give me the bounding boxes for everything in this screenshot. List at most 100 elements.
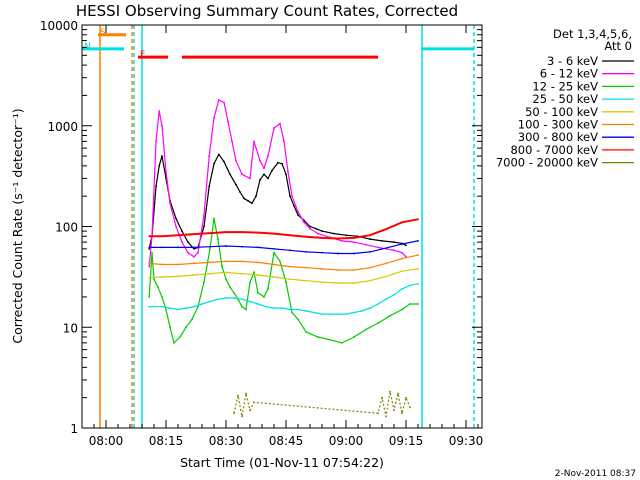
series-point — [385, 262, 387, 265]
series-point — [291, 195, 293, 198]
series-point — [257, 246, 259, 249]
series-point — [401, 243, 403, 245]
series-point — [303, 221, 305, 224]
series-point — [305, 310, 307, 312]
series-point — [417, 267, 419, 270]
series-point — [385, 298, 387, 301]
series-point — [203, 281, 205, 284]
series-point — [361, 310, 363, 312]
series-point — [233, 297, 235, 299]
series-point — [265, 305, 267, 308]
series-point — [305, 279, 307, 282]
series-line-4 — [149, 268, 419, 284]
series-point — [401, 308, 403, 311]
series-point — [241, 305, 243, 308]
series-point — [148, 235, 151, 238]
series-point — [341, 341, 343, 344]
x-tick-label-6: 09:30 — [449, 434, 484, 448]
series-point — [209, 272, 211, 275]
series-point — [315, 227, 317, 230]
series-point — [353, 269, 355, 271]
axis-ticks: 08:00 08:15 08:30 08:45 09:00 09:15 09:30 1 10 10… — [40, 19, 483, 448]
series-point — [231, 140, 233, 143]
series-point — [155, 185, 157, 188]
series-7 — [148, 218, 419, 240]
series-point — [417, 303, 419, 305]
series-point — [225, 231, 227, 233]
series-point — [401, 251, 403, 254]
series-point — [241, 173, 243, 176]
series-point — [297, 210, 299, 213]
series-point — [158, 110, 161, 112]
series-line-7 — [149, 218, 419, 240]
series-point — [225, 278, 227, 281]
series-point — [381, 396, 383, 399]
series-point — [187, 241, 189, 244]
series-point — [165, 308, 167, 311]
series-point — [235, 159, 237, 162]
legend-label-6: 300 - 800 keV — [518, 130, 598, 144]
x-axis-label: Start Time (01-Nov-11 07:54:22) — [180, 455, 384, 470]
series-point — [377, 246, 379, 249]
series-line-8 — [233, 391, 411, 417]
series-point — [337, 269, 339, 271]
series-point — [169, 202, 171, 205]
series-point — [217, 298, 219, 301]
series-point — [193, 274, 195, 276]
series-4 — [148, 267, 419, 284]
series-point — [177, 246, 179, 249]
series-point — [193, 233, 195, 236]
series-point — [217, 99, 220, 101]
series-point — [233, 412, 235, 415]
series-point — [161, 124, 163, 127]
series-point — [337, 252, 339, 255]
series-line-3 — [149, 283, 419, 315]
series-line-0 — [148, 153, 407, 250]
series-point — [179, 336, 181, 338]
series-point — [401, 270, 403, 273]
series-point — [409, 303, 411, 305]
series-point — [397, 392, 399, 395]
series-point — [208, 155, 211, 157]
series-point — [161, 296, 163, 298]
series-point — [148, 246, 151, 249]
series-point — [321, 281, 323, 284]
series-point — [225, 245, 227, 247]
series-point — [169, 307, 171, 309]
series-point — [148, 247, 151, 250]
series-point — [263, 167, 265, 169]
flag-label-1: N — [84, 42, 91, 52]
series-point — [289, 265, 291, 268]
series-point — [209, 247, 211, 250]
series-point — [249, 409, 251, 412]
series-point — [289, 308, 291, 311]
series-point — [169, 326, 171, 329]
legend-label-4: 50 - 100 keV — [525, 105, 598, 119]
x-tick-label-1: 08:15 — [149, 434, 184, 448]
series-point — [201, 303, 203, 305]
series-point — [353, 237, 355, 239]
series-line-5 — [149, 254, 419, 271]
series-point — [161, 276, 163, 278]
series-point — [305, 235, 307, 238]
legend-label-7: 800 - 7000 keV — [510, 143, 598, 157]
series-point — [153, 278, 155, 281]
series-point — [289, 195, 291, 198]
series-point — [187, 251, 189, 254]
series-point — [393, 241, 395, 244]
series-point — [273, 127, 275, 129]
series-point — [321, 267, 323, 270]
series-point — [321, 230, 323, 233]
series-point — [209, 232, 211, 234]
series-point — [329, 313, 331, 316]
series-point — [227, 120, 229, 123]
series-point — [253, 401, 255, 404]
series-point — [208, 185, 211, 188]
series-point — [385, 415, 387, 418]
series-point — [289, 278, 291, 281]
series-point — [153, 305, 155, 308]
series-point — [389, 390, 391, 393]
y-tick-label-1: 10 — [63, 321, 78, 335]
series-point — [273, 263, 275, 266]
